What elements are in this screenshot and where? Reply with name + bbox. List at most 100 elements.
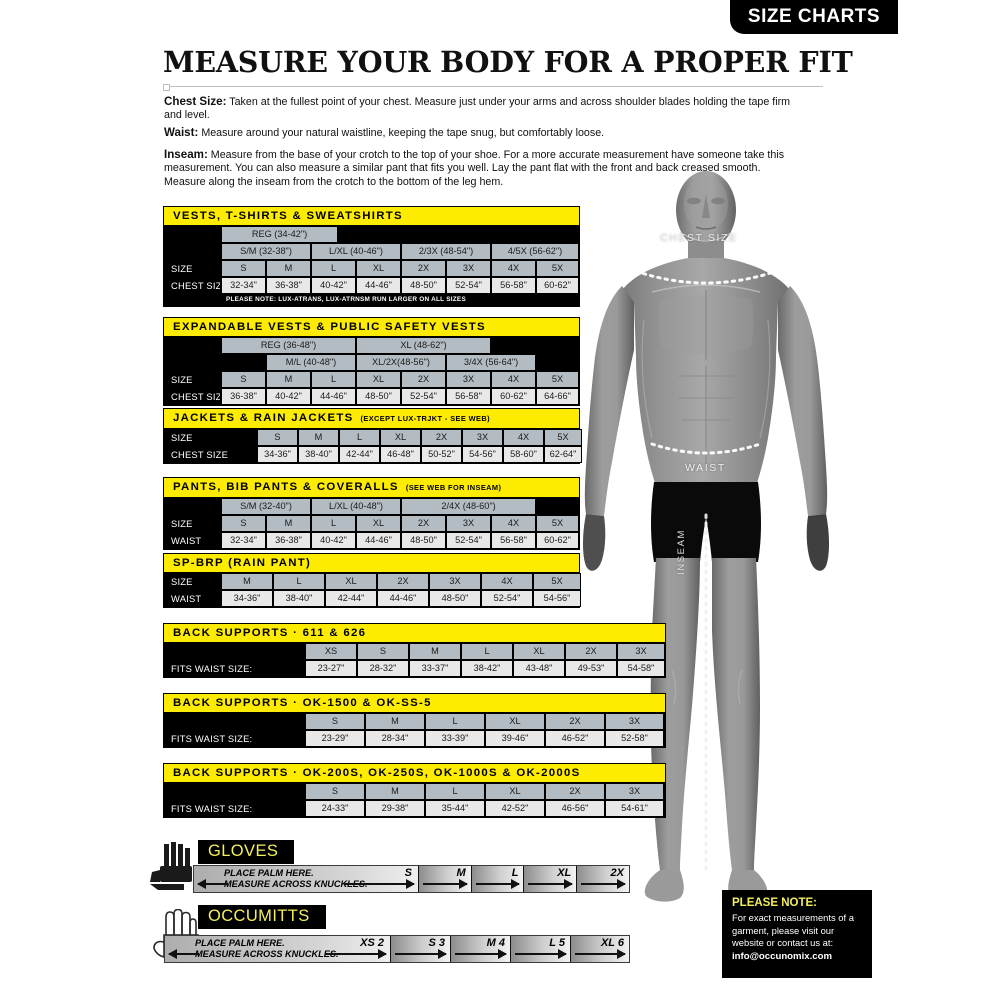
- please-note-box: PLEASE NOTE: For exact measurements of a…: [722, 890, 872, 978]
- chart-title: BACK SUPPORTS · OK-200S, OK-250S, OK-100…: [163, 763, 666, 783]
- size-row: SIZE S M L XL 2X 3X 4X 5X: [164, 429, 582, 446]
- chart-title-text: JACKETS & RAIN JACKETS: [173, 412, 354, 424]
- chart-grid: S M L XL 2X 3X FITS WAIST SIZE: 23-29" 2…: [163, 713, 666, 748]
- group-cell: 2/3X (48-54"): [401, 243, 491, 260]
- page-title: MEASURE YOUR BODY FOR A PROPER FIT: [163, 45, 853, 79]
- glove-size-segment: L: [471, 866, 525, 892]
- chart-title-text: BACK SUPPORTS · OK-200S, OK-250S, OK-100…: [173, 767, 581, 779]
- measure-cell: 23-27": [305, 660, 357, 677]
- group-mid-row: S/M (32-40") L/XL (40-48") 2/4X (48-60"): [164, 498, 579, 515]
- glove-left-arrow-icon: [197, 879, 228, 889]
- chart-back-supports-611-626: BACK SUPPORTS · 611 & 626 XS S M L XL 2X…: [163, 623, 666, 678]
- group-cell: 3/4X (56-64"): [446, 354, 536, 371]
- measure-cell: 35-44": [425, 800, 485, 817]
- measure-cell: 34-36": [257, 446, 298, 463]
- gloves-ruler: PLACE PALM HERE. MEASURE ACROSS KNUCKLES…: [193, 865, 630, 893]
- glove-arrow-icon: [475, 879, 521, 889]
- measure-cell: 60-62": [491, 388, 536, 405]
- measure-cell: 42-52": [485, 800, 545, 817]
- chart-title-text: EXPANDABLE VESTS & PUBLIC SAFETY VESTS: [173, 321, 486, 333]
- size-cell: S: [221, 515, 266, 532]
- intro-chest-size: Chest Size: Taken at the fullest point o…: [164, 95, 799, 123]
- row-label: SIZE: [164, 573, 221, 590]
- intro-waist: Waist: Measure around your natural waist…: [164, 126, 799, 140]
- size-cell: L: [461, 643, 513, 660]
- glove-instruction-line1: PLACE PALM HERE.: [224, 868, 314, 878]
- chart-title: EXPANDABLE VESTS & PUBLIC SAFETY VESTS: [163, 317, 580, 337]
- mitt-size-label: XL 6: [600, 937, 624, 949]
- measure-cell: 36-38": [266, 532, 311, 549]
- group-cell: REG (34-42"): [221, 226, 338, 243]
- row-label: CHEST SIZE: [164, 446, 257, 463]
- size-row: SIZE S M L XL 2X 3X 4X 5X: [164, 371, 579, 388]
- measure-cell: 56-58": [491, 277, 536, 294]
- measure-cell: 39-46": [485, 730, 545, 747]
- chart-back-supports-ok1500-okss5: BACK SUPPORTS · OK-1500 & OK-SS-5 S M L …: [163, 693, 666, 748]
- measure-cell: 34-36": [221, 590, 273, 607]
- glove-arrow-icon: [528, 879, 574, 889]
- chart-expandable-vests: EXPANDABLE VESTS & PUBLIC SAFETY VESTS R…: [163, 317, 580, 406]
- size-cell: 4X: [481, 573, 533, 590]
- please-note-title: PLEASE NOTE:: [732, 897, 817, 909]
- figure-label-inseam: INSEAM: [676, 528, 687, 575]
- measure-cell: 38-40": [273, 590, 325, 607]
- measure-cell: 44-46": [356, 532, 401, 549]
- glove-size-label: S: [404, 867, 412, 879]
- chart-grid: XS S M L XL 2X 3X FITS WAIST SIZE: 23-27…: [163, 643, 666, 678]
- measure-cell: 46-48": [380, 446, 421, 463]
- spacer-cell: [338, 226, 579, 243]
- size-cell: 3X: [429, 573, 481, 590]
- row-label: SIZE: [164, 371, 221, 388]
- please-note-email[interactable]: info@occunomix.com: [732, 950, 832, 962]
- measure-cell: 52-54": [446, 277, 491, 294]
- chart-title-text: VESTS, T-SHIRTS & SWEATSHIRTS: [173, 210, 403, 222]
- size-charts-tab-label: SIZE CHARTS: [747, 6, 881, 27]
- row-label: SIZE: [164, 429, 257, 446]
- size-cell: 5X: [536, 260, 579, 277]
- size-row: SIZE M L XL 2X 3X 4X 5X: [164, 573, 581, 590]
- size-charts-tab: SIZE CHARTS: [730, 0, 898, 34]
- chart-title: BACK SUPPORTS · OK-1500 & OK-SS-5: [163, 693, 666, 713]
- glove-arrow-icon: [422, 879, 468, 889]
- spacer-cell: [164, 498, 221, 515]
- size-cell: L: [425, 783, 485, 800]
- measure-cell: 48-50": [401, 277, 446, 294]
- measure-cell: 36-38": [266, 277, 311, 294]
- measure-cell: 48-50": [401, 532, 446, 549]
- chart-title: JACKETS & RAIN JACKETS (EXCEPT LUX-TRJKT…: [163, 408, 580, 429]
- size-cell: 3X: [446, 260, 491, 277]
- size-cell: S: [357, 643, 409, 660]
- measure-cell: 60-62": [536, 532, 579, 549]
- row-label: WAIST: [164, 532, 221, 549]
- size-cell: 4X: [503, 429, 544, 446]
- glove-instruction-segment: PLACE PALM HERE. MEASURE ACROSS KNUCKLES…: [194, 866, 419, 892]
- measure-cell: 49-53": [565, 660, 617, 677]
- measure-row: CHEST SIZE 34-36" 38-40" 42-44" 46-48" 5…: [164, 446, 582, 463]
- measure-cell: 38-40": [298, 446, 339, 463]
- size-cell: M: [221, 573, 273, 590]
- glove-size-label: L: [511, 867, 519, 879]
- size-cell: 5X: [536, 371, 579, 388]
- size-cell: XL: [380, 429, 421, 446]
- chart-grid: S M L XL 2X 3X FITS WAIST SIZE: 24-33" 2…: [163, 783, 666, 818]
- measure-cell: 46-56": [545, 800, 605, 817]
- size-cell: L: [311, 371, 356, 388]
- group-cell: S/M (32-40"): [221, 498, 311, 515]
- size-cell: XS: [305, 643, 357, 660]
- measure-cell: 32-34": [221, 532, 266, 549]
- mitt-arrow-icon: [515, 949, 567, 959]
- measure-cell: 44-46": [377, 590, 429, 607]
- size-cell: 3X: [617, 643, 665, 660]
- size-cell: L: [311, 515, 356, 532]
- glove-arrow-icon: [581, 879, 626, 889]
- intro-chest-text: Taken at the fullest point of your chest…: [164, 96, 791, 122]
- spacer-cell: [536, 354, 579, 371]
- row-label-spacer: [164, 783, 305, 800]
- measure-cell: 40-42": [311, 277, 356, 294]
- measure-row: CHEST SIZE 36-38" 40-42" 44-46" 48-50" 5…: [164, 388, 579, 405]
- spacer-cell: [491, 337, 579, 354]
- glove-size-label: 2X: [610, 867, 625, 879]
- size-cell: XL: [356, 371, 401, 388]
- size-cell: M: [266, 371, 311, 388]
- figure-label-waist: WAIST: [685, 462, 726, 474]
